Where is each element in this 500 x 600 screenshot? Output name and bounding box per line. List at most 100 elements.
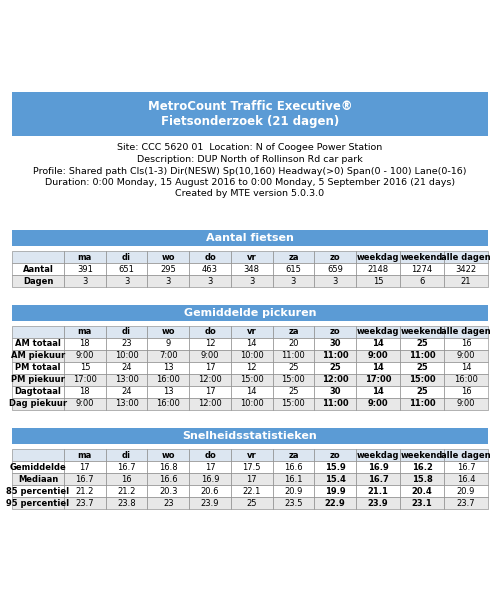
Text: 18: 18 xyxy=(80,388,90,397)
Text: Dagtotaal: Dagtotaal xyxy=(14,388,62,397)
Bar xyxy=(106,461,148,473)
Text: 16.6: 16.6 xyxy=(284,463,302,472)
Text: 23: 23 xyxy=(122,340,132,349)
Bar xyxy=(272,461,314,473)
Bar xyxy=(356,350,400,362)
Text: 13:00: 13:00 xyxy=(114,400,138,409)
Bar xyxy=(231,461,272,473)
Bar xyxy=(314,275,356,287)
Text: 21.1: 21.1 xyxy=(368,487,388,496)
Bar xyxy=(272,473,314,485)
Bar xyxy=(314,251,356,263)
Text: weekdag: weekdag xyxy=(357,253,400,262)
Bar xyxy=(106,326,148,338)
Bar xyxy=(12,134,488,136)
Text: 16.9: 16.9 xyxy=(368,463,388,472)
Text: 19.9: 19.9 xyxy=(325,487,345,496)
Bar xyxy=(356,497,400,509)
Bar xyxy=(356,362,400,374)
Bar xyxy=(12,305,488,321)
Text: 22.1: 22.1 xyxy=(242,487,261,496)
Bar xyxy=(444,461,488,473)
Text: 21: 21 xyxy=(461,277,471,286)
Text: 23.5: 23.5 xyxy=(284,499,302,508)
Bar xyxy=(64,485,106,497)
Text: PM totaal: PM totaal xyxy=(15,364,61,373)
Bar xyxy=(231,398,272,410)
Text: ma: ma xyxy=(78,328,92,337)
Bar xyxy=(106,374,148,386)
Text: alle dagen: alle dagen xyxy=(441,253,491,262)
Text: 15: 15 xyxy=(373,277,384,286)
Bar xyxy=(12,386,64,398)
Bar xyxy=(189,374,231,386)
Text: 25: 25 xyxy=(288,364,298,373)
Bar xyxy=(356,275,400,287)
Bar xyxy=(64,326,106,338)
Text: di: di xyxy=(122,451,131,460)
Bar xyxy=(356,485,400,497)
Text: 659: 659 xyxy=(327,265,343,274)
Bar xyxy=(189,485,231,497)
Bar xyxy=(231,350,272,362)
Bar xyxy=(148,386,189,398)
Text: do: do xyxy=(204,451,216,460)
Bar xyxy=(444,263,488,275)
Text: 24: 24 xyxy=(122,364,132,373)
Text: 3: 3 xyxy=(82,277,87,286)
Bar xyxy=(400,275,444,287)
Text: za: za xyxy=(288,451,298,460)
Text: 15:00: 15:00 xyxy=(282,376,306,385)
Text: zo: zo xyxy=(330,253,340,262)
Text: 16.9: 16.9 xyxy=(201,475,220,484)
Text: MetroCount Traffic Executive®: MetroCount Traffic Executive® xyxy=(148,100,352,113)
Text: Aantal fietsen: Aantal fietsen xyxy=(206,233,294,243)
Text: 9:00: 9:00 xyxy=(457,352,475,361)
Bar xyxy=(148,338,189,350)
Bar xyxy=(272,374,314,386)
Text: weekend: weekend xyxy=(401,451,443,460)
Bar xyxy=(314,386,356,398)
Bar xyxy=(148,497,189,509)
Text: 3: 3 xyxy=(249,277,254,286)
Bar xyxy=(231,497,272,509)
Bar xyxy=(106,398,148,410)
Text: 20.3: 20.3 xyxy=(159,487,178,496)
Text: 13:00: 13:00 xyxy=(114,376,138,385)
Bar xyxy=(12,338,64,350)
Text: 3: 3 xyxy=(208,277,212,286)
Bar xyxy=(189,338,231,350)
Bar xyxy=(272,386,314,398)
Bar xyxy=(106,362,148,374)
Text: alle dagen: alle dagen xyxy=(441,328,491,337)
Bar xyxy=(12,350,64,362)
Text: 16: 16 xyxy=(122,475,132,484)
Text: 23.9: 23.9 xyxy=(201,499,220,508)
Bar xyxy=(444,374,488,386)
Bar xyxy=(231,449,272,461)
Text: 651: 651 xyxy=(118,265,134,274)
Text: Dagen: Dagen xyxy=(23,277,53,286)
Bar xyxy=(444,485,488,497)
Bar xyxy=(272,398,314,410)
Bar xyxy=(356,326,400,338)
Text: 14: 14 xyxy=(246,388,257,397)
Bar xyxy=(189,398,231,410)
Bar xyxy=(189,497,231,509)
Text: 17:00: 17:00 xyxy=(73,376,97,385)
Text: 9:00: 9:00 xyxy=(457,400,475,409)
Bar xyxy=(12,398,64,410)
Bar xyxy=(356,251,400,263)
Bar xyxy=(356,386,400,398)
Bar xyxy=(106,338,148,350)
Bar xyxy=(400,362,444,374)
Text: 17.5: 17.5 xyxy=(242,463,261,472)
Text: 295: 295 xyxy=(160,265,176,274)
Text: Duration: 0:00 Monday, 15 August 2016 to 0:00 Monday, 5 September 2016 (21 days): Duration: 0:00 Monday, 15 August 2016 to… xyxy=(45,178,455,187)
Text: Snelheidsstatistieken: Snelheidsstatistieken xyxy=(182,431,318,441)
Bar xyxy=(189,461,231,473)
Text: 16.2: 16.2 xyxy=(412,463,432,472)
Text: 25: 25 xyxy=(416,388,428,397)
Bar xyxy=(64,251,106,263)
Text: 348: 348 xyxy=(244,265,260,274)
